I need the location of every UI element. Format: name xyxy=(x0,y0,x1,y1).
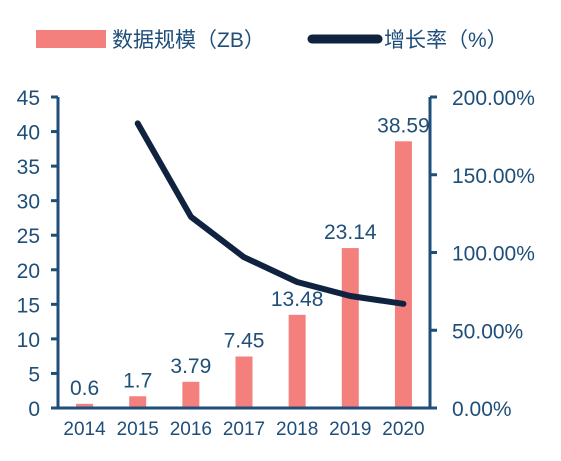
bar-2016 xyxy=(182,382,199,408)
legend: 数据规模（ZB） 增长率（%） xyxy=(36,29,508,52)
legend-line-label: 增长率（%） xyxy=(384,29,508,52)
bar-2018 xyxy=(289,315,306,408)
left-tick-label: 30 xyxy=(17,191,40,214)
x-tick-label-2015: 2015 xyxy=(117,419,159,440)
left-tick-label: 35 xyxy=(17,156,40,179)
left-tick-label: 40 xyxy=(17,122,40,145)
legend-bar-label: 数据规模（ZB） xyxy=(112,29,265,52)
bar-label-2020: 38.59 xyxy=(377,114,430,137)
left-tick-label: 5 xyxy=(28,363,40,386)
left-tick-label: 10 xyxy=(17,329,40,352)
legend-bar-swatch xyxy=(36,30,106,48)
left-tick-label: 45 xyxy=(17,87,40,110)
right-tick-label: 0.00% xyxy=(452,398,512,421)
x-tick-label-2019: 2019 xyxy=(329,419,371,440)
bar-2019 xyxy=(342,248,359,408)
bar-label-2019: 23.14 xyxy=(324,221,377,244)
left-tick-label: 0 xyxy=(28,398,40,421)
x-tick-label-2017: 2017 xyxy=(223,419,265,440)
bar-label-2015: 1.7 xyxy=(123,369,152,392)
bar-2017 xyxy=(236,357,253,408)
right-tick-label: 150.00% xyxy=(452,165,535,188)
x-tick-label-2020: 2020 xyxy=(382,419,424,440)
bar-label-2016: 3.79 xyxy=(170,355,211,378)
left-tick-label: 20 xyxy=(17,260,40,283)
x-tick-label-2016: 2016 xyxy=(170,419,212,440)
bar-2020 xyxy=(395,141,412,408)
left-tick-label: 25 xyxy=(17,225,40,248)
right-tick-label: 100.00% xyxy=(452,243,535,266)
right-tick-label: 200.00% xyxy=(452,87,535,110)
left-axis-ticks: 0 5 10 15 20 25 30 35 40 45 xyxy=(17,87,58,421)
bar-label-2017: 7.45 xyxy=(224,330,265,353)
bar-series xyxy=(76,141,412,408)
x-axis-ticks: 2014 2015 2016 2017 2018 2019 2020 xyxy=(63,419,424,440)
x-tick-label-2018: 2018 xyxy=(276,419,318,440)
bar-label-2018: 13.48 xyxy=(271,288,324,311)
bar-label-2014: 0.6 xyxy=(70,377,99,400)
left-tick-label: 15 xyxy=(17,294,40,317)
x-tick-label-2014: 2014 xyxy=(63,419,106,440)
line-series xyxy=(138,123,404,304)
bar-2015 xyxy=(129,396,146,408)
right-axis-ticks: 0.00% 50.00% 100.00% 150.00% 200.00% xyxy=(430,87,535,421)
right-tick-label: 50.00% xyxy=(452,320,523,343)
growth-rate-line xyxy=(138,123,404,303)
